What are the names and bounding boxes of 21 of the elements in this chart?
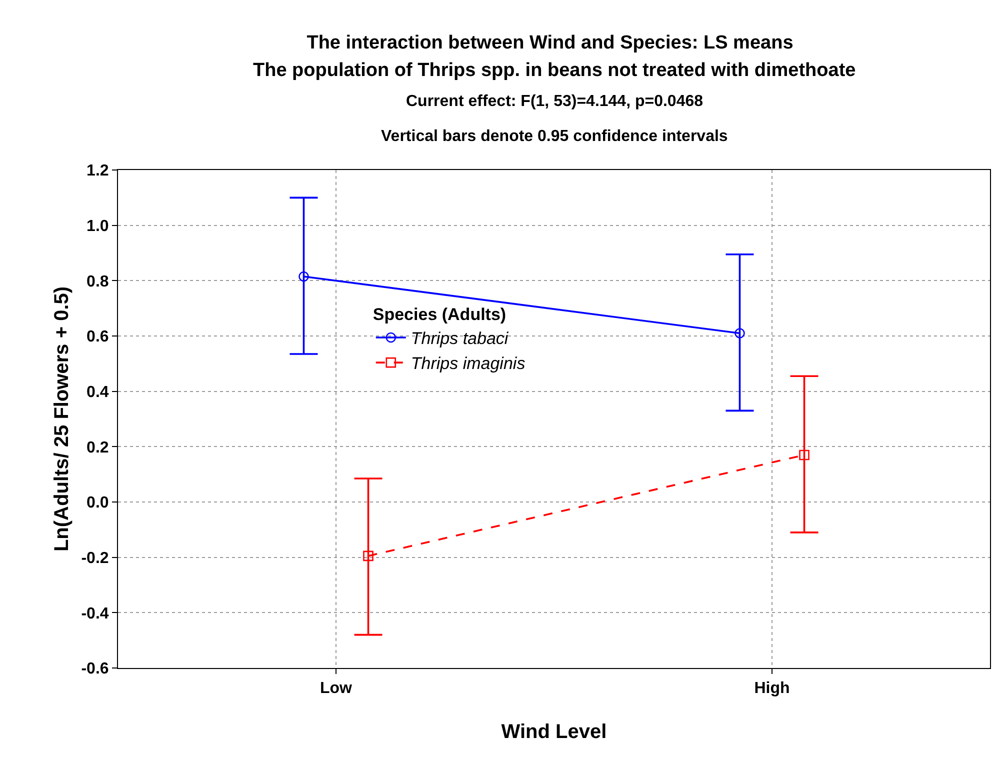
y-axis-title: Ln(Adults/ 25 Flowers + 0.5) bbox=[51, 286, 73, 552]
y-tick-label: -0.4 bbox=[81, 605, 109, 622]
y-tick-label: 0.0 bbox=[86, 494, 109, 512]
x-tick-label: Low bbox=[320, 680, 353, 698]
y-tick-label: -0.2 bbox=[81, 550, 109, 567]
y-tick-label: 0.8 bbox=[86, 273, 109, 290]
y-tick-label: 1.2 bbox=[86, 162, 109, 180]
y-tick-label: 0.2 bbox=[86, 439, 109, 456]
y-tick-label: -0.6 bbox=[81, 660, 109, 678]
y-tick-label: 0.4 bbox=[86, 384, 109, 401]
legend-label: Thrips imaginis bbox=[410, 354, 526, 374]
chart-subtitle: The population of Thrips spp. in beans not treated with dimethoate bbox=[253, 60, 856, 81]
chart-title: The interaction between Wind and Species: LS means bbox=[306, 32, 794, 54]
text: Current effect: F(1, 53)=4.144, p=0.0468 bbox=[406, 93, 704, 110]
y-tick-label: 1.0 bbox=[86, 218, 109, 235]
legend-label: Thrips tabaci bbox=[410, 329, 510, 348]
text: Vertical bars denote 0.95 confidence intervals bbox=[381, 128, 728, 145]
x-axis-title: Wind Level bbox=[501, 721, 607, 743]
legend-title: Species (Adults) bbox=[372, 304, 506, 324]
x-tick-label: High bbox=[754, 680, 790, 698]
y-tick-label: 0.6 bbox=[86, 328, 109, 346]
